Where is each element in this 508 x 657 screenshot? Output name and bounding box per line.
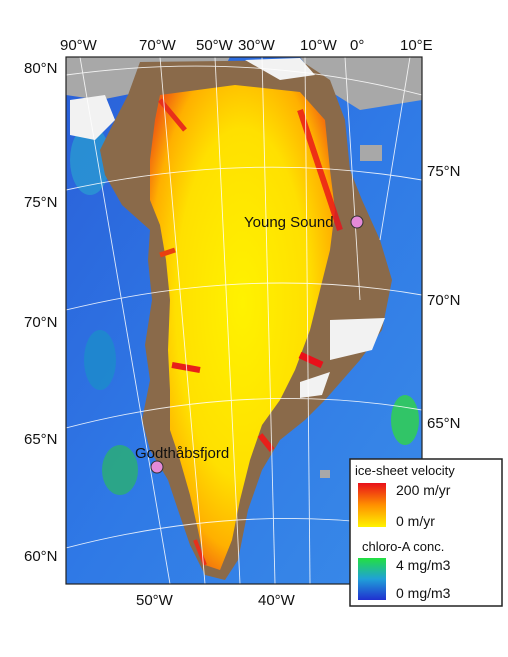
chlorophyll-patch — [102, 445, 138, 495]
velocity-color-bar — [358, 483, 386, 527]
velocity-max-label: 200 m/yr — [396, 482, 451, 498]
top-label: 50°W — [196, 37, 234, 54]
top-label: 10°W — [300, 37, 338, 54]
place-label: Young Sound — [244, 214, 334, 231]
left-label: 65°N — [24, 431, 58, 448]
no-data-area — [360, 145, 382, 161]
right-label: 65°N — [427, 415, 461, 432]
top-label: 90°W — [60, 37, 98, 54]
snow-cover — [70, 95, 115, 140]
no-data-area — [300, 57, 422, 110]
right-label: 70°N — [427, 292, 461, 309]
chloro-max-label: 4 mg/m3 — [396, 557, 451, 573]
snow-cover — [300, 372, 330, 398]
place-label: Godthåbsfjord — [135, 445, 229, 462]
top-axis: 90°W 70°W 50°W 30°W 10°W 0° 10°E — [60, 37, 433, 54]
no-data-area — [320, 470, 330, 478]
right-label: 75°N — [427, 163, 461, 180]
left-label: 70°N — [24, 314, 58, 331]
ice-sheet — [150, 85, 335, 570]
chlorophyll-patch — [70, 125, 110, 195]
map-frame — [65, 56, 423, 585]
bottom-axis: 50°W 40°W — [136, 592, 296, 609]
snow-cover — [330, 318, 385, 360]
bottom-label: 50°W — [136, 592, 174, 609]
left-axis: 80°N 75°N 70°N 65°N 60°N — [24, 60, 58, 565]
outlet-glacier — [171, 362, 201, 373]
velocity-legend-title: ice-sheet velocity — [355, 463, 455, 478]
bottom-label: 40°W — [258, 592, 296, 609]
outlet-glacier — [159, 247, 176, 258]
left-label: 75°N — [24, 194, 58, 211]
chlorophyll-patch — [391, 395, 419, 445]
outlet-glacier — [297, 109, 343, 231]
right-axis: 75°N 70°N 65°N — [427, 163, 461, 432]
left-label: 60°N — [24, 548, 58, 565]
graticule — [66, 57, 422, 584]
top-label: 10°E — [400, 37, 433, 54]
top-label: 0° — [350, 37, 364, 54]
top-label: 30°W — [238, 37, 276, 54]
young-sound-marker: Young Sound — [244, 214, 364, 231]
outlet-glacier — [257, 433, 275, 452]
chloro-min-label: 0 mg/m3 — [396, 585, 451, 601]
chloro-legend-title: chloro-A conc. — [362, 539, 444, 554]
legend: ice-sheet velocity 200 m/yr 0 m/yr chlor… — [349, 458, 503, 607]
velocity-min-label: 0 m/yr — [396, 513, 435, 529]
left-label: 80°N — [24, 60, 58, 77]
godthabsfjord-marker: Godthåbsfjord — [135, 445, 229, 474]
chloro-color-bar — [358, 558, 386, 600]
top-label: 70°W — [139, 37, 177, 54]
outlet-glacier — [298, 351, 324, 369]
chlorophyll-patch — [84, 330, 116, 390]
